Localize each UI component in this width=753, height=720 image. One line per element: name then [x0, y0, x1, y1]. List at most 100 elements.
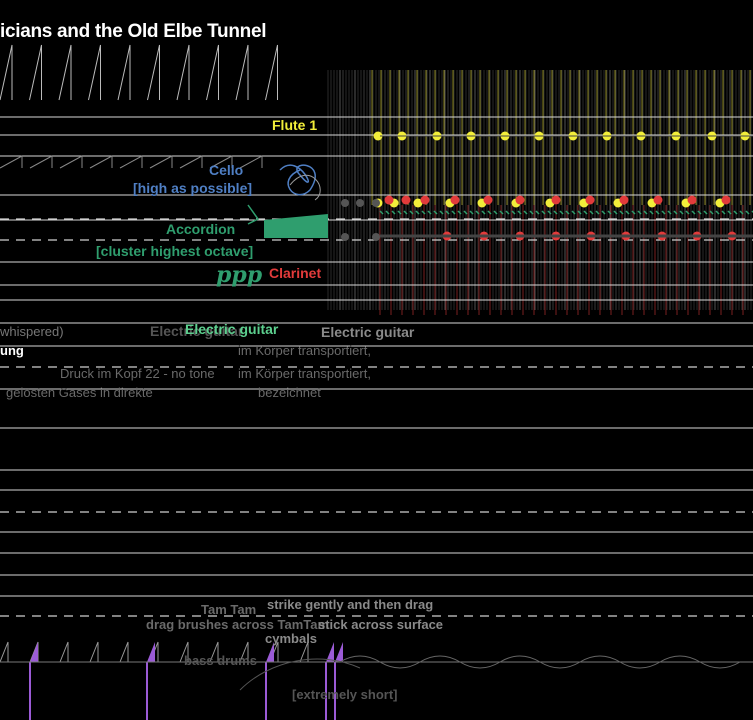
accordion-wave	[487, 210, 492, 215]
percussion-curve	[239, 658, 361, 691]
bass-drums-label: bass drums	[184, 653, 257, 668]
arrow-marker	[29, 155, 53, 169]
flute-note	[373, 131, 383, 141]
text-line-2-start: Druck im Kopf 22 - no tone	[60, 366, 215, 381]
accordion-wave	[619, 210, 624, 215]
arrow-marker	[0, 155, 23, 169]
accordion-wave	[673, 210, 678, 215]
accordion-wave	[703, 210, 708, 215]
accordion-wave	[415, 210, 420, 215]
accordion-wave	[709, 210, 714, 215]
text-line-3-end: bezeichnet	[258, 385, 321, 400]
cymbals-label: cymbals	[265, 631, 318, 646]
accordion-wave	[571, 210, 576, 215]
score-title: icians and the Old Elbe Tunnel	[0, 21, 267, 42]
clarinet-note	[450, 195, 460, 205]
accordion-wave	[625, 210, 630, 215]
arrow-marker	[89, 155, 113, 169]
accordion-wave	[631, 210, 636, 215]
accordion-wave	[511, 210, 516, 215]
accordion-wave	[517, 210, 522, 215]
strike-instruction: strike gently and then drag	[267, 597, 434, 612]
accordion-wave	[637, 210, 642, 215]
accordion-marker	[247, 204, 260, 225]
electric-guitar-ghost-label: Electric guitar	[150, 323, 244, 339]
stick-instruction: stick across surface	[318, 617, 444, 632]
arrow-marker	[117, 44, 131, 101]
accordion-wave	[667, 210, 672, 215]
accordion-wave	[601, 210, 606, 215]
accordion-wave	[745, 210, 750, 215]
accordion-wave	[451, 210, 456, 215]
accordion-wave	[589, 210, 594, 215]
rest-note	[372, 199, 380, 207]
percussion-marker	[239, 641, 249, 663]
rest-note	[372, 233, 380, 241]
accordion-wave	[655, 210, 660, 215]
arrow-marker	[179, 155, 203, 169]
clarinet-note	[653, 195, 663, 205]
flute-label: Flute 1	[272, 117, 318, 133]
accordion-wave	[565, 210, 570, 215]
electric-guitar-label: Electric guitar	[185, 321, 279, 337]
percussion-hit	[266, 642, 274, 662]
percussion-marker	[59, 641, 69, 663]
clarinet-note	[619, 195, 629, 205]
accordion-wave	[499, 210, 504, 215]
percussion-hit	[147, 642, 155, 662]
arrow-marker	[59, 155, 83, 169]
accordion-wave	[475, 210, 480, 215]
whispered-text: whispered)	[0, 324, 64, 339]
accordion-wave	[397, 210, 402, 215]
accordion-wave	[697, 210, 702, 215]
accordion-wave	[469, 210, 474, 215]
clarinet-note	[515, 195, 525, 205]
percussion-marker	[119, 641, 129, 663]
accordion-wave	[421, 210, 426, 215]
arrow-marker	[235, 44, 249, 101]
clarinet-note	[551, 195, 561, 205]
arrow-marker	[58, 44, 72, 101]
clarinet-note	[721, 195, 731, 205]
accordion-wave	[391, 210, 396, 215]
arrow-marker	[88, 44, 101, 101]
text-line-1-end: im Körper transportiert,	[238, 343, 371, 358]
clarinet-label: Clarinet	[269, 265, 322, 281]
arrow-marker	[176, 44, 190, 101]
accordion-wave	[691, 210, 696, 215]
percussion-wave	[339, 655, 741, 669]
accordion-wave	[409, 210, 414, 215]
accordion-wave	[379, 210, 384, 215]
accordion-wave	[433, 210, 438, 215]
arrow-marker	[265, 44, 278, 101]
accordion-wave	[661, 210, 666, 215]
accordion-wave	[547, 210, 552, 215]
cello-scribble	[279, 164, 316, 196]
accordion-wave	[595, 210, 600, 215]
rest-note	[341, 233, 349, 241]
electric-guitar-right-label: Electric guitar	[321, 324, 415, 340]
accordion-wave	[385, 210, 390, 215]
percussion-marker	[89, 641, 99, 663]
clarinet-note	[585, 195, 595, 205]
accordion-wave	[733, 210, 738, 215]
rest-note	[341, 199, 349, 207]
accordion-wave	[505, 210, 510, 215]
text-line-2-end: im Körper transportiert,	[238, 366, 371, 381]
accordion-wave	[427, 210, 432, 215]
clarinet-note	[384, 195, 394, 205]
accordion-cluster	[264, 214, 328, 238]
drag-instruction: drag brushes across TamTam	[146, 617, 330, 632]
accordion-wave	[721, 210, 726, 215]
arrow-marker	[209, 155, 233, 169]
percussion-hit	[335, 642, 343, 662]
accordion-wave	[679, 210, 684, 215]
accordion-wave	[403, 210, 408, 215]
percussion-hit	[326, 642, 334, 662]
accordion-wave	[529, 210, 534, 215]
clarinet-note	[687, 195, 697, 205]
accordion-wave	[457, 210, 462, 215]
rest-note	[356, 199, 364, 207]
